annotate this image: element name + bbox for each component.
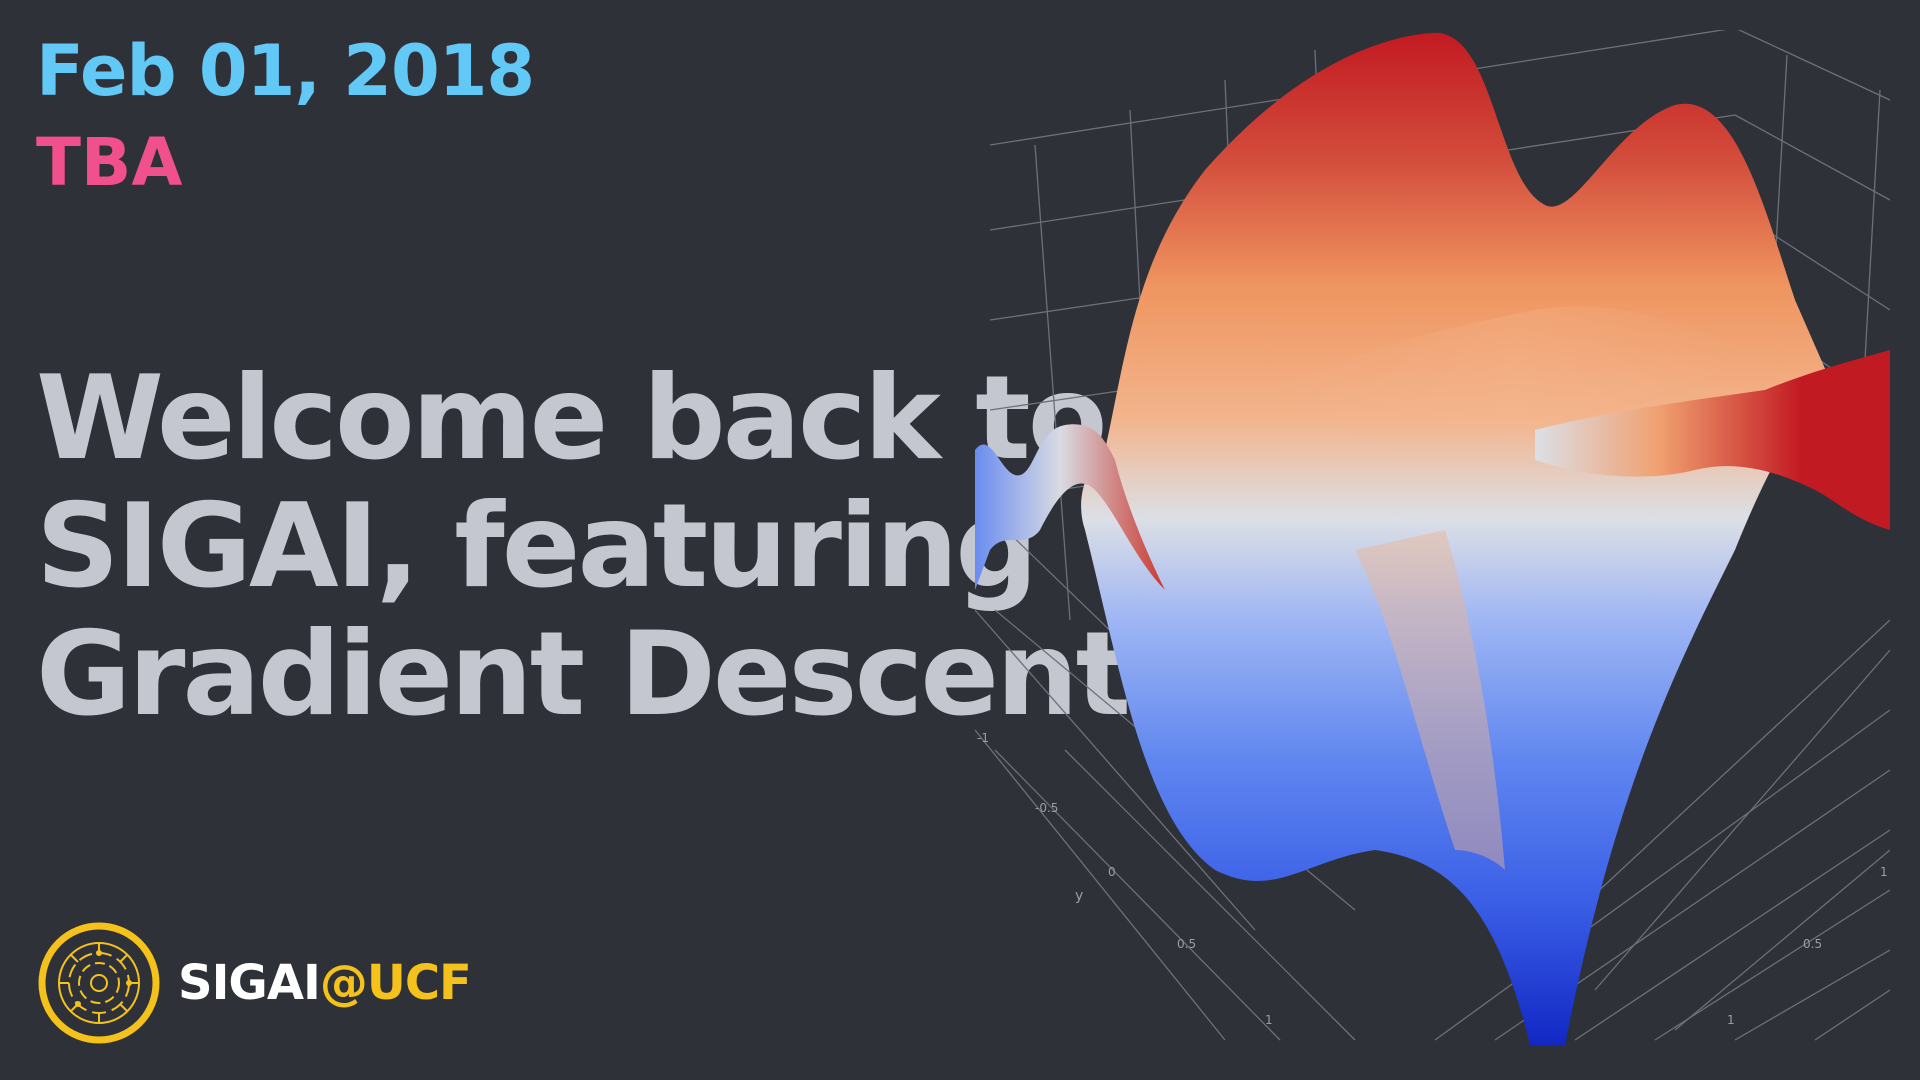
brand-at: @UCF [319,955,472,1011]
headline-line-1: Welcome back to [36,351,1107,486]
tick-left-1: -1 [977,731,989,745]
surface-valley-ridge [1355,530,1505,870]
event-date: Feb 01, 2018 [36,30,535,112]
surface-ridge [1275,306,1755,442]
tick-right-2: 0.5 [1803,937,1822,951]
tick-right-3: 1 [1727,1013,1735,1027]
headline-line-3: Gradient Descent [36,607,1131,742]
tick-right-1: 1 [1880,865,1888,879]
brand: SIGAI@UCF [36,918,472,1048]
brand-name: SIGAI [178,955,321,1011]
tick-left-4: 0.5 [1177,937,1196,951]
surface-main [1081,32,1830,1045]
surface-plot: -1 -0.5 0 0.5 1 y 1 0.5 1 [975,30,1890,1045]
tick-left-5: 1 [1265,1013,1273,1027]
surface-right-wing [1535,350,1890,530]
tick-left-3: 0 [1108,865,1116,879]
surface-left-wing [975,424,1165,590]
headline: Welcome back to SIGAI, featuring Gradien… [36,351,1131,742]
event-subtitle: TBA [36,124,183,201]
axis-label-y: y [1075,888,1083,904]
tick-left-2: -0.5 [1035,801,1058,815]
brand-text: SIGAI@UCF [178,955,472,1011]
headline-line-2: SIGAI, featuring [36,479,1038,614]
circuit-circle-icon [38,922,160,1044]
